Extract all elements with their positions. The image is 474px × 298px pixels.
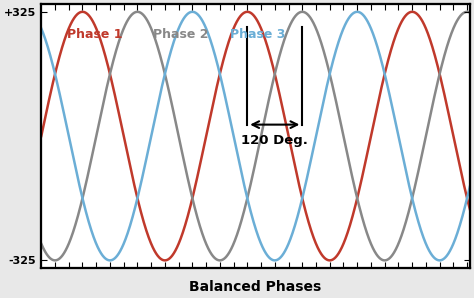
X-axis label: Balanced Phases: Balanced Phases bbox=[190, 280, 322, 294]
Text: 120 Deg.: 120 Deg. bbox=[241, 134, 308, 147]
Text: Phase 2: Phase 2 bbox=[153, 28, 208, 41]
Text: Phase 3: Phase 3 bbox=[230, 28, 285, 41]
Text: Phase 1: Phase 1 bbox=[67, 28, 122, 41]
